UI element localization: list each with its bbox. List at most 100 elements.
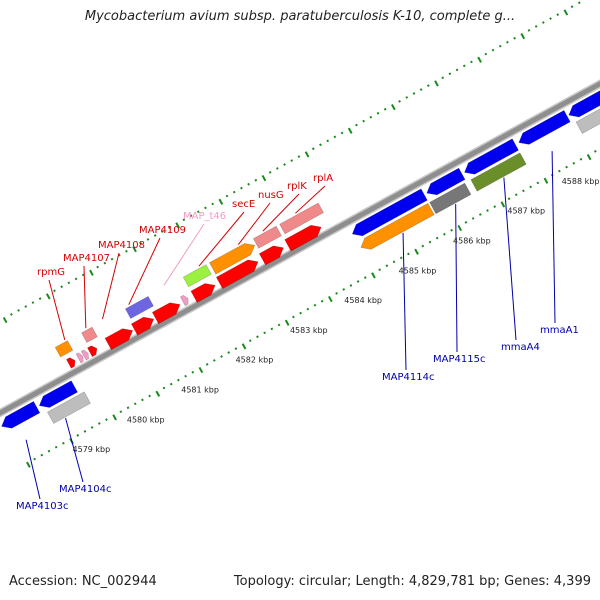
- gene-box: [429, 182, 472, 215]
- tick-top: [24, 305, 28, 308]
- gene-label-map4103c: MAP4103c: [16, 501, 68, 512]
- tick-top: [38, 297, 42, 300]
- tick-bottom: [263, 331, 267, 335]
- tick-bottom: [522, 189, 525, 193]
- tick-bottom: [399, 256, 403, 260]
- tick-bottom: [342, 288, 346, 291]
- leader-line: [402, 232, 407, 371]
- tick-top: [340, 131, 344, 135]
- tick-top: [484, 52, 488, 56]
- tick-bottom: [327, 295, 333, 303]
- gene-arrow: [568, 90, 600, 118]
- tick-bottom: [155, 390, 161, 397]
- tick-bottom: [529, 185, 533, 189]
- tick-bottom: [457, 224, 463, 232]
- tick-bottom: [119, 410, 123, 414]
- gene-arrow: [209, 243, 256, 275]
- tick-bottom: [220, 355, 223, 358]
- tick-top: [391, 103, 396, 111]
- summary-text: Topology: circular; Length: 4,829,781 bp…: [233, 574, 591, 589]
- leader-line: [295, 185, 326, 214]
- tick-top: [261, 174, 267, 182]
- gene-arrow: [215, 259, 259, 289]
- tick-top: [369, 115, 373, 119]
- tick-bottom: [40, 453, 44, 457]
- tick-top: [45, 293, 51, 300]
- tick-top: [218, 198, 224, 205]
- tick-bottom: [256, 335, 259, 339]
- tick-top: [254, 178, 258, 182]
- tick-top: [362, 119, 365, 123]
- tick-bottom: [435, 236, 439, 240]
- tick-top: [355, 123, 358, 127]
- gene-label-map-t46: MAP_t46: [183, 211, 226, 222]
- tick-top: [477, 56, 482, 63]
- tick-bottom: [33, 457, 36, 461]
- gene-label-sece: secE: [232, 199, 255, 210]
- tick-top: [204, 206, 207, 210]
- tick-bottom: [349, 284, 353, 287]
- tick-bottom: [363, 276, 367, 279]
- tick-top: [527, 29, 531, 32]
- tick-bottom: [536, 181, 540, 185]
- gene-label-rpla: rplA: [313, 173, 333, 184]
- tick-bottom: [241, 343, 247, 350]
- gene-label-map4109: MAP4109: [139, 225, 186, 236]
- tick-top: [81, 273, 85, 277]
- gene-label-map4114c: MAP4114c: [382, 372, 434, 383]
- tick-bottom: [572, 161, 576, 165]
- gene-arrow: [464, 138, 519, 175]
- tick-top: [31, 301, 35, 304]
- tick-top: [17, 309, 20, 312]
- leader-line: [455, 204, 458, 353]
- gene-arrow: [87, 345, 98, 358]
- tick-bottom: [227, 351, 231, 354]
- tick-top: [426, 84, 430, 87]
- gene-box: [279, 202, 324, 235]
- tick-top: [376, 111, 380, 115]
- tick-top: [448, 72, 452, 76]
- tick-bottom: [47, 449, 51, 453]
- scale-label: 4584 kbp: [344, 296, 382, 305]
- rna-arrow: [179, 294, 189, 307]
- label-layer: 4579 kbp 4580 kbp 4581 kbp 4582 kbp 4583 kbp…: [16, 173, 599, 512]
- feature-layer: [1, 90, 600, 429]
- tick-top: [506, 40, 509, 44]
- tick-bottom: [486, 209, 489, 212]
- tick-top: [168, 226, 171, 229]
- tick-bottom: [378, 268, 382, 272]
- tick-top: [283, 163, 286, 166]
- tick-top: [549, 17, 552, 20]
- gene-label-map4107: MAP4107: [63, 253, 110, 264]
- tick-top: [139, 242, 143, 245]
- tick-bottom: [335, 292, 338, 295]
- tick-top: [441, 76, 445, 80]
- tick-bottom: [284, 319, 290, 326]
- tick-bottom: [162, 386, 166, 390]
- tick-bottom: [177, 378, 180, 382]
- tick-top: [290, 159, 294, 162]
- gene-box: [46, 391, 91, 424]
- leader-line: [48, 279, 66, 340]
- gene-arrow: [104, 328, 134, 351]
- gene-label-rpmg: rpmG: [37, 267, 65, 278]
- tick-bottom: [392, 260, 396, 264]
- tick-top: [311, 147, 315, 151]
- leader-line: [65, 417, 84, 483]
- tick-top: [297, 155, 301, 158]
- gene-arrow: [190, 283, 216, 303]
- tick-top: [240, 186, 243, 190]
- tick-bottom: [26, 461, 31, 468]
- gene-label-rplk: rplK: [287, 181, 307, 192]
- tick-top: [319, 143, 322, 147]
- tick-bottom: [428, 240, 432, 244]
- tick-top: [2, 316, 8, 324]
- tick-top: [491, 48, 495, 52]
- tick-top: [160, 230, 164, 233]
- tick-bottom: [320, 299, 324, 303]
- tick-top: [556, 13, 560, 16]
- tick-top: [513, 36, 516, 40]
- leader-line: [163, 223, 205, 286]
- tick-bottom: [579, 157, 583, 161]
